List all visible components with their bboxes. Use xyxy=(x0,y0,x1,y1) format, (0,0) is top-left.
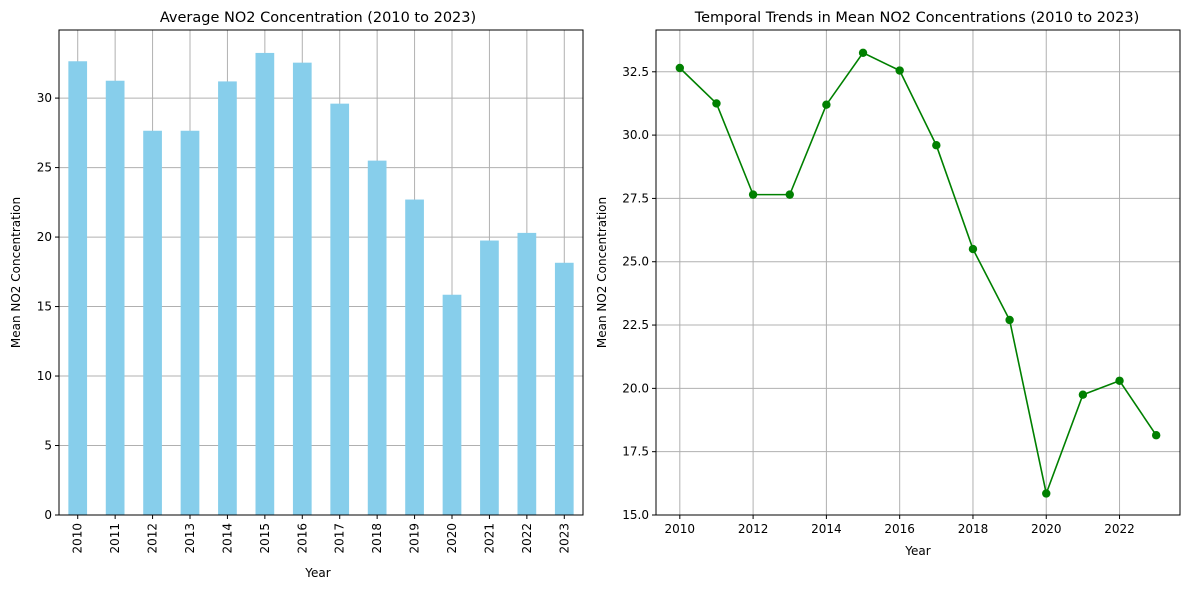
line-chart-x-label: Year xyxy=(904,544,930,558)
data-point xyxy=(895,66,904,75)
bar-x-tick-label: 2019 xyxy=(408,523,422,554)
data-point xyxy=(822,100,831,109)
line-chart-series xyxy=(675,48,1161,498)
line-x-tick-label: 2014 xyxy=(811,522,842,536)
data-point xyxy=(675,63,685,73)
line-chart: Temporal Trends in Mean NO2 Concentratio… xyxy=(595,10,1181,558)
bar-y-tick-label: 10 xyxy=(37,369,52,383)
bar-chart: Average NO2 Concentration (2010 to 2023)… xyxy=(9,10,584,580)
data-point xyxy=(712,99,721,108)
bar xyxy=(405,199,424,515)
bar xyxy=(292,62,312,515)
bar-chart-y-ticks: 0 5 10 15 20 25 30 xyxy=(37,91,59,522)
line-chart-y-label: Mean NO2 Concentration xyxy=(595,197,609,348)
bar xyxy=(367,160,387,515)
line-y-tick-label: 22.5 xyxy=(622,318,649,332)
bar xyxy=(442,294,462,515)
bar-y-tick-label: 30 xyxy=(37,91,52,105)
bar xyxy=(143,130,162,516)
bar-x-tick-label: 2021 xyxy=(482,523,496,554)
bar xyxy=(105,80,125,515)
bar-x-tick-label: 2020 xyxy=(445,523,459,554)
bar-y-tick-label: 15 xyxy=(37,300,52,314)
line-x-tick-label: 2012 xyxy=(738,522,769,536)
bar xyxy=(255,52,275,515)
bar-x-tick-label: 2015 xyxy=(258,523,272,554)
data-point xyxy=(1078,390,1088,399)
line-y-tick-label: 20.0 xyxy=(622,381,649,395)
bar-chart-x-ticks: 2010 2011 2012 2013 2014 2015 2016 2017 2018 2019… xyxy=(71,515,571,554)
line-x-tick-label: 2022 xyxy=(1104,522,1135,536)
bar-x-tick-label: 2010 xyxy=(71,523,85,554)
bar xyxy=(218,81,237,515)
line-x-tick-label: 2020 xyxy=(1031,522,1062,536)
data-point xyxy=(932,141,941,150)
line-x-tick-label: 2018 xyxy=(958,522,989,536)
line-chart-y-ticks: 15.0 17.5 20.0 22.5 25.0 27.5 30.0 32.5 xyxy=(622,65,656,522)
line-chart-x-ticks: 2010 2012 2014 2016 2018 2020 2022 xyxy=(665,515,1135,536)
bar-chart-y-label: Mean NO2 Concentration xyxy=(9,197,23,348)
data-point xyxy=(785,190,794,199)
series-line xyxy=(679,51,1157,497)
line-chart-frame xyxy=(655,29,1181,516)
bar-chart-bars xyxy=(68,52,574,516)
data-point xyxy=(968,244,978,254)
bar-chart-title: Average NO2 Concentration (2010 to 2023) xyxy=(160,10,476,26)
data-point xyxy=(748,190,758,199)
line-y-tick-label: 27.5 xyxy=(622,191,649,205)
bar-x-tick-label: 2012 xyxy=(146,523,160,554)
bar xyxy=(180,130,200,516)
data-point xyxy=(1151,431,1161,440)
bar xyxy=(68,61,88,515)
data-point xyxy=(1042,489,1051,498)
line-x-tick-label: 2016 xyxy=(884,522,915,536)
bar xyxy=(554,262,574,515)
bar-x-tick-label: 2018 xyxy=(370,523,384,554)
data-point xyxy=(1005,315,1014,325)
line-y-tick-label: 25.0 xyxy=(622,255,649,269)
bar-x-tick-label: 2022 xyxy=(520,523,534,554)
line-y-tick-label: 30.0 xyxy=(622,128,649,142)
bar-chart-x-label: Year xyxy=(304,566,330,580)
bar-y-tick-label: 0 xyxy=(44,508,52,522)
line-y-tick-label: 15.0 xyxy=(622,508,649,522)
bar-x-tick-label: 2014 xyxy=(220,523,234,554)
bar-y-tick-label: 25 xyxy=(37,161,52,175)
bar-x-tick-label: 2011 xyxy=(108,523,122,554)
line-x-tick-label: 2010 xyxy=(665,522,696,536)
bar xyxy=(330,103,350,516)
bar xyxy=(480,240,499,516)
line-y-tick-label: 17.5 xyxy=(622,445,649,459)
bar-chart-frame xyxy=(58,29,584,516)
bar-x-tick-label: 2016 xyxy=(295,523,309,554)
bar-y-tick-label: 20 xyxy=(37,230,52,244)
data-point xyxy=(858,48,868,57)
line-y-tick-label: 32.5 xyxy=(622,65,649,79)
data-point xyxy=(1115,376,1124,385)
bar-x-tick-label: 2023 xyxy=(557,523,571,554)
bar-x-tick-label: 2017 xyxy=(333,523,347,554)
bar-y-tick-label: 5 xyxy=(44,439,52,453)
line-chart-title: Temporal Trends in Mean NO2 Concentratio… xyxy=(694,10,1140,26)
bar-x-tick-label: 2013 xyxy=(183,523,197,554)
bar xyxy=(517,232,537,515)
